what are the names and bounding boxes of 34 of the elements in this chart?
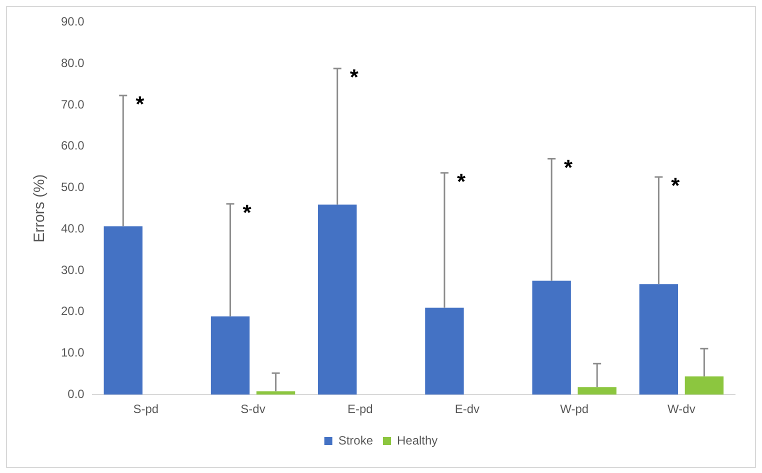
y-tick-label: 80.0 [60,56,85,70]
legend-label: Stroke [338,433,374,448]
x-tick-label: S-dv [240,402,266,416]
x-tick-label: W-pd [560,402,589,416]
y-tick-label: 0.0 [68,386,85,401]
bar [318,204,357,395]
x-tick-label: W-dv [668,402,696,416]
bar [425,308,464,395]
annotation: * [456,168,466,194]
annotation: * [564,154,574,180]
annotation: * [136,92,145,116]
bar [578,387,616,395]
bar [104,226,142,395]
y-tick-label: 50.0 [60,180,85,194]
bar [210,316,250,395]
x-tick-label: S-pd [133,402,159,416]
x-tick-label: E-dv [454,402,480,416]
bar [639,284,678,395]
annotation: * [350,64,359,90]
annotation: * [671,173,680,198]
y-tick-label: 90.0 [60,14,85,29]
x-tick-label: E-pd [347,402,373,416]
y-tick-label: 70.0 [60,97,85,112]
bar [684,376,724,395]
y-axis-title: Errors (%) [31,174,48,243]
y-tick-label: 40.0 [60,221,85,236]
y-tick-label: 10.0 [60,346,85,360]
legend-label: Healthy [396,433,438,448]
y-tick-label: 20.0 [60,304,85,318]
y-tick-label: 60.0 [60,138,85,153]
y-tick-label: 30.0 [60,262,85,277]
bar [532,280,571,395]
bar [256,391,296,395]
annotation: * [242,200,252,225]
